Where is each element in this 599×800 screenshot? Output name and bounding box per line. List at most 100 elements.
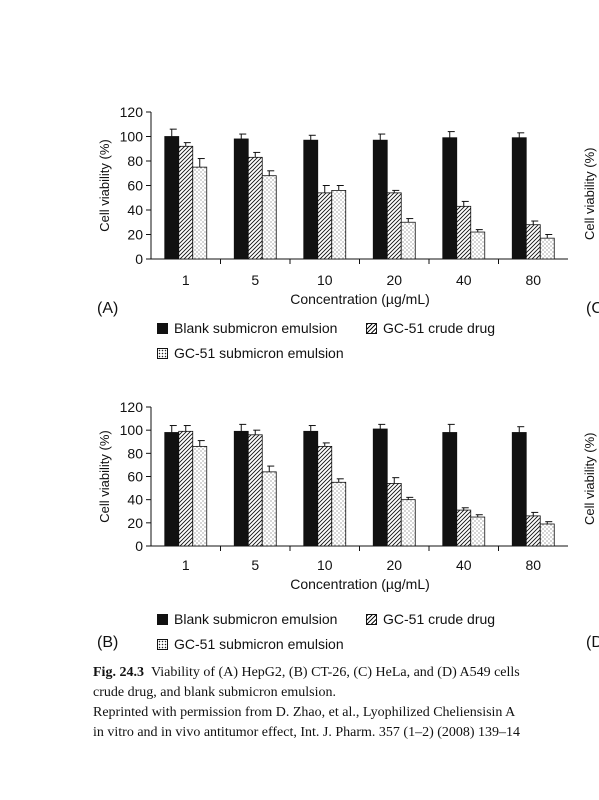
panel-label-c-partial: (C: [586, 300, 599, 317]
bar-hatch: [178, 430, 194, 547]
legend-label-blank: Blank submicron emulsion: [174, 611, 338, 627]
panel-b: 0 20 40 60 80 100 120 Cell viability (%) 1 5 10 20 4…: [0, 390, 599, 665]
y-tick-label: 80: [127, 445, 143, 461]
legend-swatch-solid: [157, 613, 168, 625]
y-tick-label: 40: [127, 202, 143, 218]
legend-label-emulsion: GC-51 submicron emulsion: [174, 345, 344, 361]
chart-a: 0 20 40 60 80 100 120 Cell viability (%) 1 5 10 20 4…: [97, 104, 568, 288]
x-tick-label: 40: [456, 272, 472, 288]
y-tick-label: 100: [120, 422, 144, 438]
legend-swatch-hatch: [366, 613, 377, 625]
bar-dots: [331, 190, 347, 260]
y-tick-label: 20: [127, 515, 143, 531]
panel-label-b: (B): [97, 634, 119, 651]
bar-hatch: [525, 515, 541, 547]
bar-hatch: [456, 205, 472, 260]
bar-hatch: [317, 445, 333, 547]
y-tick-label: 60: [127, 178, 143, 194]
bar-solid: [511, 137, 527, 260]
bar-hatch: [456, 509, 472, 547]
bar-hatch: [247, 434, 263, 547]
x-tick-label: 80: [525, 557, 541, 573]
chart-b: 0 20 40 60 80 100 120 Cell viability (%) 1 5 10 20 4…: [97, 399, 568, 573]
bar-solid: [303, 430, 319, 547]
x-tick-label: 80: [525, 272, 541, 288]
panel-label-d-partial: (D: [586, 634, 599, 651]
legend-label-crude: GC-51 crude drug: [383, 320, 496, 336]
legend-swatch-dots: [157, 638, 168, 650]
y-axis-label-c-partial: Cell viability (%): [582, 147, 597, 240]
legend-swatch-hatch: [366, 322, 377, 334]
bar-dots: [400, 221, 416, 260]
y-axis-label-d-partial: Cell viability (%): [582, 432, 597, 525]
legend-label-crude: GC-51 crude drug: [383, 611, 496, 627]
caption-line-1-text: Viability of (A) HepG2, (B) CT-26, (C) H…: [150, 665, 520, 680]
y-tick-label: 80: [127, 153, 143, 169]
x-tick-label: 40: [456, 557, 472, 573]
legend-item-blank-a: Blank submicron emulsion: [157, 320, 337, 336]
bar-dots: [192, 445, 208, 547]
bar-hatch: [178, 145, 194, 260]
x-axis-label-b: Concentration (µg/mL): [290, 576, 430, 592]
legend-item-emulsion-b: GC-51 submicron emulsion: [157, 636, 344, 652]
bar-hatch: [525, 224, 541, 260]
y-axis-label: Cell viability (%): [97, 430, 112, 522]
y-tick-label: 0: [135, 251, 143, 267]
bar-dots: [331, 481, 347, 547]
x-tick-label: 5: [251, 557, 259, 573]
y-tick-label: 40: [127, 492, 143, 508]
y-axis-label: Cell viability (%): [97, 139, 112, 231]
x-axis-label-a: Concentration (µg/mL): [290, 291, 430, 307]
bar-dots: [261, 471, 277, 547]
panel-a: 0 20 40 60 80 100 120 Cell viability (%) 1 5 10 20 4…: [0, 95, 599, 370]
caption-line-1: Fig. 24.3 Viability of (A) HepG2, (B) CT…: [93, 663, 599, 683]
x-tick-label: 10: [317, 272, 333, 288]
y-tick-label: 120: [120, 399, 144, 415]
bar-dots: [470, 231, 486, 260]
legend-swatch-dots: [157, 347, 168, 359]
y-tick-label: 0: [135, 538, 143, 554]
caption-line-2: crude drug, and blank submicron emulsion…: [93, 685, 337, 700]
y-tick-label: 100: [120, 129, 144, 145]
y-tick-label: 60: [127, 469, 143, 485]
caption-line-3: Reprinted with permission from D. Zhao, …: [93, 705, 516, 720]
legend-swatch-solid: [157, 322, 168, 334]
y-tick-label: 120: [120, 104, 144, 120]
caption-fig-label: Fig. 24.3: [93, 665, 144, 680]
caption-line-4: in vitro and in vivo antitumor effect, I…: [93, 725, 521, 740]
bar-solid: [164, 432, 180, 547]
x-tick-label: 20: [386, 272, 402, 288]
legend-label-blank: Blank submicron emulsion: [174, 320, 338, 336]
x-tick-label: 1: [182, 557, 190, 573]
legend-item-blank-b: Blank submicron emulsion: [157, 611, 337, 627]
legend-item-crude-a: GC-51 crude drug: [366, 320, 495, 336]
y-tick-label: 20: [127, 227, 143, 243]
bar-hatch: [317, 192, 333, 260]
x-tick-label: 20: [386, 557, 402, 573]
bar-dots: [400, 499, 416, 547]
bar-solid: [511, 432, 527, 547]
bar-dots: [192, 166, 208, 260]
legend-item-emulsion-a: GC-51 submicron emulsion: [157, 345, 344, 361]
bar-dots: [470, 516, 486, 547]
bar-dots: [539, 237, 555, 260]
bar-hatch: [386, 192, 402, 260]
bar-hatch: [386, 483, 402, 547]
legend-label-emulsion: GC-51 submicron emulsion: [174, 636, 344, 652]
x-tick-label: 5: [251, 272, 259, 288]
bar-solid: [442, 137, 458, 260]
bar-dots: [539, 523, 555, 547]
bar-solid: [372, 139, 388, 260]
bar-solid: [372, 428, 388, 547]
bar-solid: [164, 136, 180, 260]
x-tick-label: 1: [182, 272, 190, 288]
panel-label-a: (A): [97, 300, 119, 317]
bar-dots: [261, 175, 277, 260]
bar-hatch: [247, 156, 263, 260]
x-tick-label: 10: [317, 557, 333, 573]
bar-solid: [442, 432, 458, 547]
bar-solid: [233, 430, 249, 547]
bar-solid: [233, 138, 249, 260]
figure-caption: Fig. 24.3 Viability of (A) HepG2, (B) CT…: [93, 663, 599, 743]
bar-solid: [303, 139, 319, 260]
